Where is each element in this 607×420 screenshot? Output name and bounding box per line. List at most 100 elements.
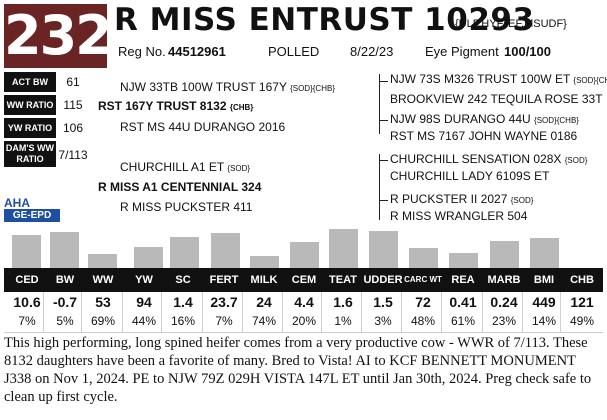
aha-logo-text: AHA [4, 196, 30, 210]
pedigree-sire-sire: NJW 33TB 100W TRUST 167Y {SOD}{CHB} [120, 80, 335, 94]
epd-pct-bmi: 14% [531, 314, 557, 328]
epd-value-bmi: 449 [532, 294, 556, 310]
epd-column-divider [161, 292, 162, 332]
lot-number: 232 [4, 4, 113, 68]
epd-value-teat: 1.6 [333, 294, 353, 310]
epd-pct-chb: 49% [569, 314, 595, 328]
epd-bar-yw [134, 247, 163, 268]
epd-head-udder: UDDER [363, 274, 403, 286]
epd-head-milk: MILK [250, 274, 278, 286]
pedigree-dam: R MISS A1 CENTENNIAL 324 [98, 180, 262, 194]
pedigree-right-5: CHURCHILL SENSATION 028X {SOD} [390, 152, 588, 166]
epd-column-divider [560, 292, 561, 332]
epd-bar-sc [170, 237, 199, 268]
epd-column-divider [522, 292, 523, 332]
ww-ratio-label: WW RATIO [4, 95, 56, 115]
pedigree-right-8: R MISS WRANGLER 504 [390, 209, 528, 223]
tree-line-upper [379, 74, 380, 134]
epd-column-divider [81, 292, 82, 332]
epd-pct-yw: 44% [131, 314, 157, 328]
ww-ratio-value: 115 [63, 98, 83, 112]
eye-pigment-value: 100/100 [504, 44, 551, 59]
animal-genetic-codes: {DLF,HYF,IEF,MSUDF} [455, 18, 567, 30]
pedigree-right-3: NJW 98S DURANGO 44U {SOD}{CHB} [390, 112, 579, 126]
epd-pct-rea: 61% [450, 314, 476, 328]
epd-head-ced: CED [15, 274, 39, 286]
epd-bar-marb [490, 241, 519, 268]
yw-ratio-value: 106 [62, 121, 84, 135]
epd-head-cem: CEM [291, 274, 317, 286]
epd-value-bw: -0.7 [52, 294, 78, 310]
epd-head-fert: FERT [209, 274, 239, 286]
epd-bar-rea [449, 253, 478, 268]
epd-head-yw: YW [135, 274, 153, 286]
epd-value-yw: 94 [136, 294, 152, 310]
epd-value-milk: 24 [256, 294, 272, 310]
epd-bar-cem [290, 242, 319, 268]
epd-bar-bw [50, 232, 79, 268]
epd-value-cem: 4.4 [294, 294, 314, 310]
epd-value-ced: 10.6 [13, 294, 41, 310]
tree-tick [379, 120, 388, 121]
epd-value-carc-wt: 72 [415, 294, 431, 310]
birth-date: 8/22/23 [350, 44, 394, 59]
pedigree-sire-dam: RST MS 44U DURANGO 2016 [120, 120, 286, 134]
epd-head-chb: CHB [570, 274, 594, 286]
tree-tick [379, 160, 388, 161]
pedigree-sire: RST 167Y TRUST 8132 {CHB} [98, 99, 254, 113]
reg-number: 44512961 [168, 44, 226, 59]
epd-head-teat: TEAT [329, 274, 357, 286]
epd-value-sc: 1.4 [173, 294, 193, 310]
epd-bar-udder [369, 231, 398, 268]
reg-label: Reg No. [118, 44, 166, 59]
lot-description: This high performing, long spined heifer… [4, 335, 592, 405]
epd-bar-teat [329, 229, 358, 268]
pedigree-right-1: NJW 73S M326 TRUST 100W ET {SOD}{CHB} [390, 72, 607, 86]
ge-epd-logo-text: GE-EPD [4, 209, 60, 222]
pedigree-dam-dam: R MISS PUCKSTER 411 [120, 200, 253, 214]
epd-column-divider [202, 292, 203, 332]
epd-column-divider [441, 292, 442, 332]
epd-value-fert: 23.7 [210, 294, 238, 310]
epd-head-sc: SC [175, 274, 191, 286]
tree-tick [379, 81, 388, 82]
pedigree-right-6: CHURCHILL LADY 6109S ET [390, 169, 550, 183]
tree-line-lower [379, 154, 380, 220]
epd-pct-bw: 5% [56, 314, 74, 328]
polled-status: POLLED [268, 44, 320, 59]
pedigree-right-4: RST MS 7167 JOHN WAYNE 0186 [390, 129, 578, 143]
epd-column-divider [361, 292, 362, 332]
epd-column-divider [122, 292, 123, 332]
epd-column-divider [43, 292, 44, 332]
epd-pct-ced: 7% [18, 314, 36, 328]
epd-head-rea: REA [451, 274, 475, 286]
epd-head-marb: MARB [487, 274, 521, 286]
dam-ww-ratio-label: DAM'S WW RATIO [4, 141, 56, 167]
pedigree-right-7: R PUCKSTER II 2027 {SOD} [390, 192, 534, 206]
pedigree-right-2: BROOKVIEW 242 TEQUILA ROSE 33T [390, 92, 603, 106]
epd-value-ww: 53 [95, 294, 111, 310]
epd-column-divider [282, 292, 283, 332]
epd-head-bw: BW [55, 274, 75, 286]
epd-value-udder: 1.5 [373, 294, 393, 310]
epd-pct-teat: 1% [334, 314, 352, 328]
epd-pct-sc: 16% [170, 314, 196, 328]
epd-bar-fert [211, 233, 240, 268]
epd-bottom-rule [4, 332, 603, 333]
epd-column-divider [401, 292, 402, 332]
epd-bar-bmi [530, 238, 559, 268]
epd-pct-marb: 23% [491, 314, 517, 328]
epd-bar-ww [88, 254, 117, 268]
epd-column-divider [482, 292, 483, 332]
epd-pct-milk: 74% [251, 314, 277, 328]
epd-pct-fert: 7% [215, 314, 233, 328]
epd-header-bar [4, 268, 603, 292]
epd-column-divider [242, 292, 243, 332]
epd-head-bmi: BMI [533, 274, 555, 286]
act-bw-label: ACT BW [4, 72, 56, 92]
tree-tick [379, 200, 388, 201]
aha-ge-epd-logo: AHA GE-EPD [4, 197, 60, 223]
dam-ww-ratio-value: 7/113 [58, 148, 88, 162]
epd-bar-carc-wt [409, 248, 438, 268]
epd-pct-udder: 3% [374, 314, 392, 328]
